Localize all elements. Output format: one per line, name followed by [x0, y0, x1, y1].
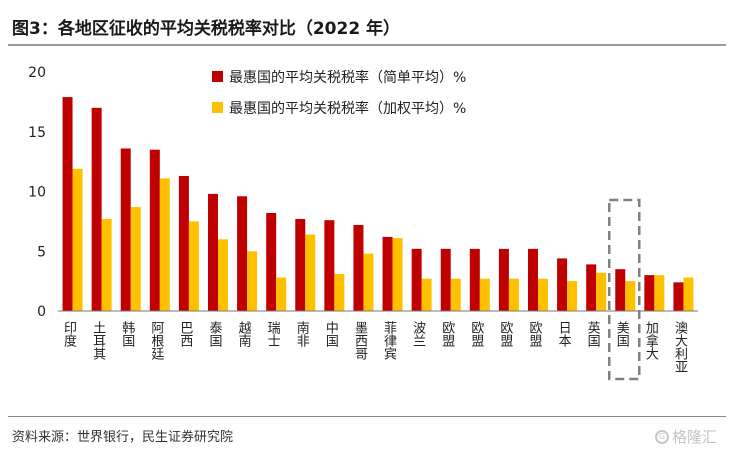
legend-label-weighted: 最惠国的平均关税税率（加权平均）%: [229, 100, 466, 117]
bar-weighted-average: [567, 281, 578, 311]
watermark: G 格隆汇: [654, 426, 717, 447]
legend-swatch-weighted: [212, 102, 223, 113]
bar-simple-average: [295, 218, 306, 311]
x-category-label: 菲律宾: [381, 321, 397, 360]
bar-simple-average: [557, 258, 568, 311]
title-divider: [8, 44, 726, 46]
bar-weighted-average: [625, 281, 636, 311]
bar-weighted-average: [508, 278, 519, 311]
figure-title: 图3：各地区征收的平均关税税率对比（2022 年）: [12, 19, 401, 39]
bar-weighted-average: [188, 221, 199, 311]
x-category-label: 南非: [294, 320, 310, 347]
bar-simple-average: [208, 193, 218, 311]
bars: [62, 97, 694, 311]
bar-simple-average: [673, 282, 684, 311]
bar-weighted-average: [101, 218, 112, 311]
y-tick-label: 5: [37, 244, 46, 260]
bar-weighted-average: [305, 234, 316, 311]
bar-simple-average: [440, 248, 451, 311]
x-category-label: 波兰: [410, 321, 426, 347]
footer-divider: [8, 416, 726, 417]
bar-simple-average: [324, 220, 335, 311]
x-category-label: 欧盟: [468, 321, 484, 347]
watermark-text: 格隆汇: [671, 428, 717, 446]
x-category-label: 韩国: [119, 321, 134, 347]
x-category-label: 巴西: [177, 321, 193, 347]
highlight-box: [608, 198, 641, 381]
x-category-label: 加拿大: [643, 321, 659, 360]
bar-simple-average: [266, 213, 277, 311]
bar-simple-average: [586, 264, 597, 311]
y-tick-label: 15: [28, 125, 46, 141]
bar-weighted-average: [159, 178, 170, 311]
bar-weighted-average: [218, 239, 228, 311]
bar-simple-average: [62, 97, 73, 311]
bar-weighted-average: [392, 238, 403, 311]
bar-weighted-average: [683, 277, 694, 311]
bar-simple-average: [91, 107, 102, 311]
legend-label-simple: 最惠国的平均关税税率（简单平均）%: [229, 69, 466, 86]
bar-weighted-average: [247, 251, 258, 311]
bar-simple-average: [498, 248, 509, 311]
bar-simple-average: [382, 236, 393, 311]
x-axis-category-labels: 印度 土耳其 韩国 阿根廷 巴西 泰国 越南 瑞士 南非 中国 墨西哥 菲律宾 波兰 欧盟 欧盟 欧盟 欧盟 日本…: [61, 320, 687, 373]
x-category-label: 欧盟: [439, 321, 455, 347]
x-category-label: 土耳其: [90, 321, 106, 360]
y-tick-label: 20: [28, 65, 46, 81]
bar-weighted-average: [72, 168, 83, 311]
legend: 最惠国的平均关税税率（简单平均）% 最惠国的平均关税税率（加权平均）%: [212, 69, 466, 117]
x-category-label: 欧盟: [497, 321, 512, 347]
bar-weighted-average: [421, 278, 432, 311]
bar-simple-average: [644, 275, 655, 311]
bar-weighted-average: [334, 273, 345, 311]
x-category-label: 阿根廷: [148, 321, 164, 361]
bar-weighted-average: [596, 272, 607, 311]
x-category-label: 欧盟: [527, 321, 543, 347]
bar-weighted-average: [479, 278, 490, 311]
bar-simple-average: [120, 148, 131, 311]
bar-simple-average: [237, 196, 248, 311]
x-category-label: 美国: [614, 321, 630, 347]
watermark-logo-icon: G: [654, 429, 669, 444]
x-category-label: 英国: [585, 321, 601, 347]
legend-swatch-simple: [212, 71, 223, 82]
bar-simple-average: [411, 248, 422, 311]
x-category-label: 中国: [323, 321, 338, 347]
bar-weighted-average: [130, 207, 141, 311]
bar-weighted-average: [276, 277, 287, 311]
x-category-label: 泰国: [207, 321, 223, 347]
bar-weighted-average: [654, 275, 665, 311]
bar-weighted-average: [363, 253, 374, 311]
x-category-label: 越南: [236, 321, 252, 347]
bar-simple-average: [149, 149, 160, 311]
x-category-label: 日本: [556, 321, 572, 347]
y-tick-label: 10: [28, 185, 46, 201]
x-category-label: 澳大利亚: [672, 320, 688, 373]
bar-simple-average: [469, 248, 480, 311]
bar-simple-average: [178, 175, 189, 311]
bar-weighted-average: [450, 278, 461, 311]
bar-simple-average: [353, 224, 364, 311]
bar-simple-average: [528, 248, 538, 311]
x-category-label: 瑞士: [265, 321, 281, 347]
x-category-label: 印度: [61, 321, 77, 347]
y-axis-ticks: 0 5 10 15 20: [28, 65, 46, 320]
x-category-label: 墨西哥: [352, 321, 368, 360]
y-tick-label: 0: [37, 304, 46, 320]
bar-weighted-average: [538, 278, 548, 311]
source-note: 资料来源：世界银行，民生证券研究院: [12, 430, 234, 445]
bar-simple-average: [615, 269, 626, 311]
